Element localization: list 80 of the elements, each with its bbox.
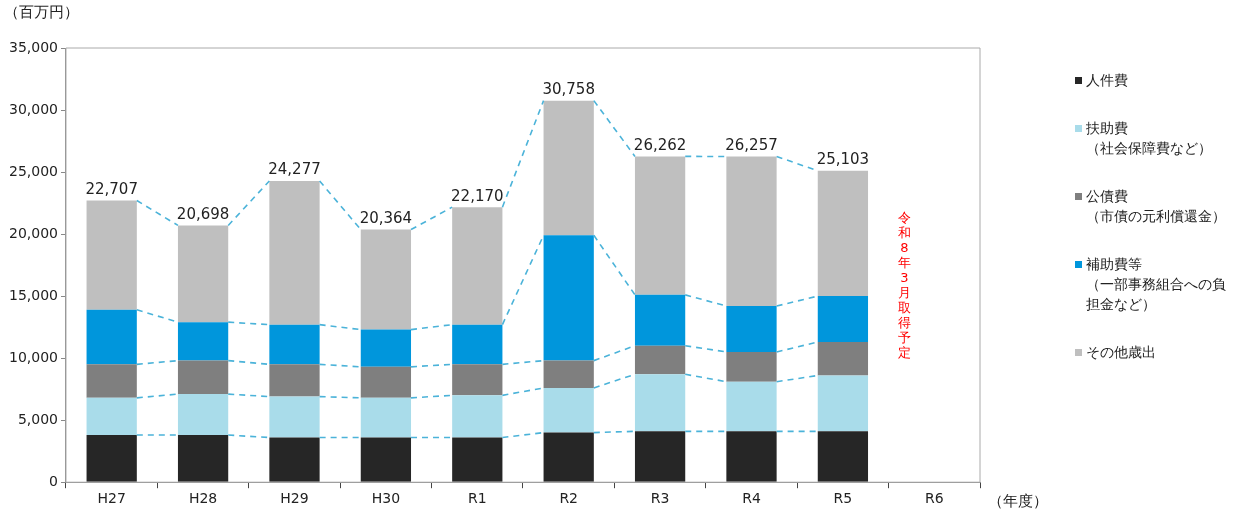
text: 令和8年3月取得予定 (897, 210, 911, 361)
bar (177, 322, 229, 361)
y-tick-label: 20,000 (8, 224, 58, 241)
bar (177, 435, 229, 482)
y-axis-title: （百万円） (4, 3, 79, 22)
bar (452, 395, 503, 438)
bar (634, 294, 686, 346)
total-label: 26,257 (725, 135, 778, 154)
bar (726, 431, 777, 482)
bar (360, 437, 412, 482)
bar (726, 351, 777, 382)
x-axis-title: （年度） (988, 492, 1048, 512)
bar (269, 364, 320, 397)
bar (269, 181, 320, 325)
total-label: 26,262 (633, 135, 687, 154)
bar (452, 207, 503, 325)
bar (177, 360, 229, 395)
bar (452, 437, 503, 482)
x-tick-label: R4 (742, 490, 761, 507)
total-label: 20,698 (176, 204, 230, 223)
x-tick-label: H27 (97, 490, 126, 507)
bar (452, 364, 503, 396)
y-tick-label: 30,000 (8, 100, 58, 117)
x-tick-label: R6 (924, 490, 944, 507)
y-tick-label: 25,000 (8, 162, 58, 179)
bar (543, 387, 594, 433)
bar (817, 431, 869, 482)
x-tick-label: H29 (280, 490, 309, 507)
bar (177, 394, 229, 436)
bar (543, 100, 594, 236)
bar (177, 225, 229, 323)
total-label: 30,758 (542, 80, 595, 99)
bar (269, 437, 320, 482)
bar (817, 170, 869, 297)
bar (817, 296, 869, 343)
y-tick-label: 0 (49, 472, 58, 489)
bar (360, 397, 412, 438)
bar (86, 309, 137, 365)
bar (86, 435, 137, 482)
bar (634, 156, 686, 295)
bar (634, 374, 686, 432)
x-tick-label: R2 (559, 490, 579, 507)
y-tick-label: 5,000 (17, 410, 58, 427)
legend-label: 補助費等（一部事務組合への負担金など） (1086, 255, 1227, 314)
x-tick-label: R3 (650, 490, 670, 507)
legend-label: 扶助費（社会保障費など） (1086, 119, 1213, 158)
bar (360, 366, 412, 398)
x-tick-label: R1 (467, 490, 487, 507)
bar (86, 397, 137, 436)
bar (634, 345, 686, 375)
bar (817, 342, 869, 376)
bar (86, 200, 137, 310)
total-label: 22,170 (451, 186, 504, 205)
total-label: 22,707 (85, 179, 138, 198)
x-tick-label: R5 (833, 490, 853, 507)
bar (726, 306, 777, 352)
bar (86, 364, 137, 398)
bar (269, 324, 320, 365)
bar (817, 375, 869, 432)
total-label: 20,364 (359, 208, 413, 227)
bar (452, 324, 503, 365)
x-tick-label: H28 (188, 490, 218, 507)
bar (543, 235, 594, 361)
bar (543, 432, 594, 482)
bar (726, 381, 777, 432)
y-tick-label: 15,000 (8, 286, 58, 303)
bar (269, 396, 320, 438)
y-tick-label: 35,000 (8, 38, 58, 55)
bar (360, 229, 412, 330)
total-label: 25,103 (816, 150, 870, 169)
legend-label: 人件費 (1086, 71, 1129, 90)
bar (634, 431, 686, 482)
bar (543, 360, 594, 388)
total-label: 24,277 (268, 160, 321, 179)
x-tick-label: H30 (371, 490, 401, 507)
legend-label: 公債費（市債の元利償還金） (1086, 187, 1227, 226)
bar (726, 156, 777, 307)
y-tick-label: 10,000 (8, 348, 58, 365)
bar (360, 329, 412, 367)
legend-label: その他歳出 (1086, 343, 1157, 362)
